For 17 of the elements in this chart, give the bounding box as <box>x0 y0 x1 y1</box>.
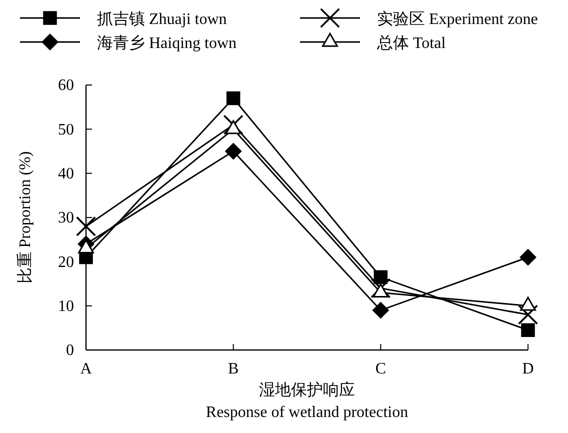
y-tick-label: 0 <box>66 342 74 360</box>
legend-label: 抓吉镇 Zhuaji town <box>97 10 227 28</box>
x-tick-label: B <box>228 360 239 378</box>
x-tick-label: C <box>375 360 386 378</box>
y-tick-label: 50 <box>58 121 74 138</box>
y-tick-label: 40 <box>58 165 74 182</box>
y-tick-label: 10 <box>58 298 74 315</box>
legend-label: 实验区 Experiment zone <box>377 10 538 28</box>
x-tick-label: A <box>80 360 92 378</box>
y-tick-label: 30 <box>58 210 74 227</box>
x-axis-title: 湿地保护响应 Response of wetland protection <box>206 381 408 421</box>
legend-label: 海青乡 Haiqing town <box>97 34 237 52</box>
y-tick-label: 20 <box>58 254 74 271</box>
legend-label: 总体 Total <box>376 34 446 52</box>
y-tick-label: 60 <box>58 77 74 94</box>
x-tick-label: D <box>522 360 534 378</box>
y-axis-title: 比重 Proportion (%) <box>16 151 34 284</box>
